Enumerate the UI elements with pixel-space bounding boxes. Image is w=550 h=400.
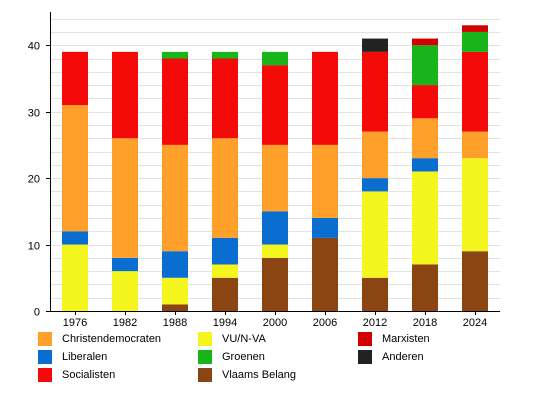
legend-item: Marxisten bbox=[358, 331, 430, 347]
x-tick-label: 1988 bbox=[163, 317, 187, 329]
bar-segment bbox=[212, 58, 238, 139]
bar-segment bbox=[412, 85, 438, 119]
bar-segment bbox=[362, 51, 388, 132]
legend-swatch bbox=[198, 350, 212, 364]
legend-item: Groenen bbox=[198, 349, 265, 365]
legend-item: Liberalen bbox=[38, 349, 107, 365]
bar-segment bbox=[62, 231, 88, 245]
y-tick-label: 40 bbox=[28, 41, 40, 53]
x-tick-label: 2024 bbox=[463, 317, 487, 329]
bar-segment bbox=[262, 211, 288, 245]
bar-segment bbox=[62, 244, 88, 311]
bar-segment bbox=[462, 25, 488, 32]
bar-segment bbox=[362, 178, 388, 192]
legend-label: Marxisten bbox=[382, 333, 430, 345]
legend-item: Vlaams Belang bbox=[198, 367, 296, 383]
bar-segment bbox=[162, 144, 188, 252]
legend-swatch bbox=[358, 350, 372, 364]
x-tick-label: 1976 bbox=[63, 317, 87, 329]
bar-segment bbox=[412, 171, 438, 265]
stacked-bar-chart: 0 10 20 30 40 1976 1982 1988 1994 2000 2006 2012 201… bbox=[28, 12, 500, 329]
x-tick-label: 2000 bbox=[263, 317, 287, 329]
bars bbox=[62, 25, 488, 311]
bar-segment bbox=[162, 58, 188, 145]
bar-segment bbox=[362, 277, 388, 311]
x-tick-label: 1982 bbox=[113, 317, 137, 329]
bar-segment bbox=[262, 144, 288, 212]
legend-swatch bbox=[38, 350, 52, 364]
bar-segment bbox=[312, 217, 338, 238]
bar-segment bbox=[412, 38, 438, 46]
legend-swatch bbox=[38, 332, 52, 346]
bar-segment bbox=[112, 138, 138, 258]
bar-segment bbox=[312, 237, 338, 311]
bar-segment bbox=[362, 38, 388, 52]
bar-segment bbox=[462, 31, 488, 52]
bar-segment bbox=[412, 158, 438, 172]
bar-segment bbox=[462, 131, 488, 159]
legend-item: Christendemocraten bbox=[38, 331, 161, 347]
legend-swatch bbox=[358, 332, 372, 346]
y-tick-label: 0 bbox=[34, 307, 40, 319]
bar-segment bbox=[112, 257, 138, 272]
bar-segment bbox=[212, 138, 238, 238]
legend-label: Vlaams Belang bbox=[222, 369, 296, 381]
bar-segment bbox=[412, 45, 438, 86]
bar-segment bbox=[262, 257, 288, 311]
y-tick-label: 30 bbox=[28, 108, 40, 120]
bar-segment bbox=[212, 237, 238, 265]
legend-item: Socialisten bbox=[38, 367, 115, 383]
bar-segment bbox=[212, 277, 238, 311]
bar-segment bbox=[162, 251, 188, 278]
legend-swatch bbox=[198, 332, 212, 346]
x-tick-label: 2006 bbox=[313, 317, 337, 329]
bar-segment bbox=[312, 51, 338, 145]
y-tick-label: 10 bbox=[28, 241, 40, 253]
bar-segment bbox=[262, 65, 288, 145]
legend-item: VU/N-VA bbox=[198, 331, 266, 347]
legend-label: Anderen bbox=[382, 351, 424, 363]
axes: 0 10 20 30 40 1976 1982 1988 1994 2000 2006 2012 201… bbox=[28, 12, 500, 329]
legend-swatch bbox=[38, 368, 52, 382]
y-tick-label: 20 bbox=[28, 174, 40, 186]
x-tick-label: 2012 bbox=[363, 317, 387, 329]
legend: Christendemocraten Liberalen Socialisten VU… bbox=[38, 331, 538, 391]
bar-segment bbox=[62, 51, 88, 106]
bar-segment bbox=[462, 251, 488, 311]
bar-segment bbox=[362, 131, 388, 179]
bar-segment bbox=[412, 264, 438, 311]
bar-segment bbox=[462, 51, 488, 132]
legend-label: Liberalen bbox=[62, 351, 108, 363]
bar-segment bbox=[112, 271, 138, 311]
bar-segment bbox=[262, 244, 288, 258]
bar-segment bbox=[212, 51, 238, 59]
legend-label: Socialisten bbox=[62, 369, 116, 381]
legend-label: Christendemocraten bbox=[62, 333, 162, 345]
legend-swatch bbox=[198, 368, 212, 382]
bar-segment bbox=[162, 51, 188, 59]
bar-segment bbox=[412, 118, 438, 159]
bar-segment bbox=[362, 191, 388, 278]
bar-segment bbox=[62, 105, 88, 232]
legend-label: Groenen bbox=[222, 351, 265, 363]
bar-segment bbox=[262, 51, 288, 66]
legend-item: Anderen bbox=[358, 349, 424, 365]
bar-segment bbox=[112, 51, 138, 139]
bar-segment bbox=[162, 304, 188, 311]
bar-segment bbox=[212, 264, 238, 278]
bar-segment bbox=[462, 158, 488, 252]
legend-label: VU/N-VA bbox=[222, 333, 266, 345]
x-tick-label: 1994 bbox=[213, 317, 237, 329]
x-tick-label: 2018 bbox=[413, 317, 437, 329]
bar-segment bbox=[162, 277, 188, 305]
bar-segment bbox=[312, 144, 338, 218]
